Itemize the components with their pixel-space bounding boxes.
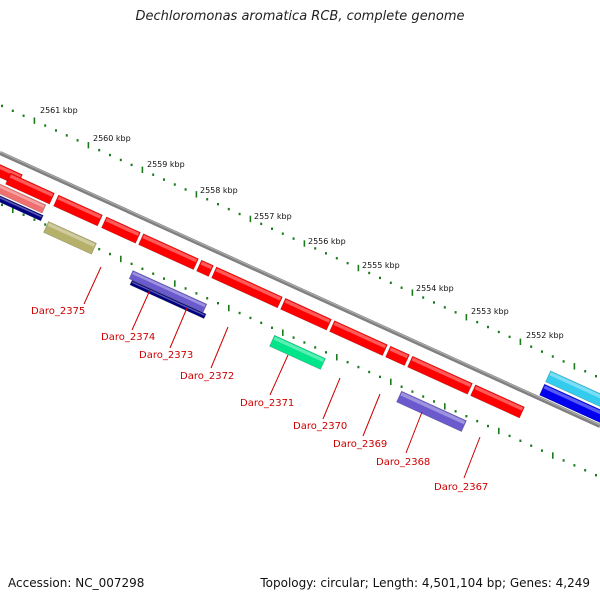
gene-block-highlight: [57, 196, 102, 219]
gene-block-highlight: [543, 385, 600, 424]
gene-block-highlight: [400, 392, 466, 425]
genome-backbone: [0, 151, 600, 428]
genome-summary-text: Topology: circular; Length: 4,501,104 bp…: [260, 576, 590, 590]
gene-block-highlight: [474, 386, 524, 411]
inner-tick-row: [1, 203, 597, 477]
gene-block: [539, 383, 600, 431]
gene-block: [470, 384, 525, 419]
kbp-label: 2554 kbp: [416, 284, 454, 293]
map-title: Dechloromonas aromatica RCB, complete ge…: [135, 9, 465, 24]
gene-label: Daro_2368: [376, 457, 430, 468]
gene-block-highlight: [47, 222, 96, 247]
kbp-label: 2556 kbp: [308, 237, 346, 246]
gene-block: [5, 172, 55, 205]
gene-block: [101, 216, 141, 244]
gene-block-highlight: [9, 174, 54, 197]
label-line: [269, 354, 289, 396]
gene-block-highlight: [0, 162, 22, 179]
label-line: [210, 326, 229, 369]
gene-block: [280, 297, 332, 331]
gene-block: [196, 259, 214, 277]
kbp-label: 2559 kbp: [147, 160, 185, 169]
label-line: [322, 377, 341, 420]
gene-block-highlight: [215, 268, 282, 301]
kbp-label: 2557 kbp: [254, 212, 292, 221]
gene-block-highlight: [389, 347, 409, 359]
gene-block-highlight: [284, 299, 331, 323]
gene-block-highlight: [411, 357, 472, 387]
gene-label-lines: [83, 266, 481, 479]
gene-block: [53, 194, 103, 227]
gene-label: Daro_2369: [333, 439, 387, 450]
gene-label: Daro_2371: [240, 398, 294, 409]
label-line: [405, 411, 423, 454]
gene-block: [407, 355, 473, 395]
outer-tick-row: [1, 104, 597, 378]
gene-block: [138, 233, 199, 271]
label-line: [131, 289, 151, 331]
kbp-label: 2561 kbp: [40, 106, 78, 115]
gene-block: [128, 270, 208, 313]
gene-block: [0, 191, 44, 222]
gene-block: [396, 390, 467, 432]
kbp-label: 2560 kbp: [93, 134, 131, 143]
gene-block-highlight: [0, 193, 42, 218]
gene-block: [269, 334, 326, 370]
gene-block: [211, 266, 283, 309]
genome-backbone-highlight: [0, 151, 600, 426]
gene-block: [0, 179, 47, 214]
gene-label: Daro_2367: [434, 482, 488, 493]
kbp-label: 2555 kbp: [362, 261, 400, 270]
gene-block-highlight: [105, 218, 140, 236]
kbp-label: 2552 kbp: [526, 331, 564, 340]
label-line: [362, 393, 381, 437]
gene-features: [0, 160, 600, 432]
gene-label: Daro_2372: [180, 371, 234, 382]
kbp-label: 2558 kbp: [200, 186, 238, 195]
gene-label: Daro_2375: [31, 306, 85, 317]
label-line: [83, 266, 102, 305]
label-line: [169, 307, 188, 349]
gene-block-highlight: [273, 336, 325, 363]
gene-block-highlight: [549, 372, 600, 408]
gene-block: [43, 221, 97, 255]
gene-label: Daro_2373: [139, 350, 193, 361]
gene-block-highlight: [0, 181, 45, 208]
label-line: [463, 436, 481, 479]
gene-block-highlight: [333, 321, 387, 349]
gene-block-highlight: [132, 271, 206, 307]
gene-block: [385, 345, 410, 367]
kbp-label: 2553 kbp: [471, 307, 509, 316]
gene-block: [329, 320, 388, 357]
gene-block-highlight: [200, 261, 213, 270]
gene-block: [545, 370, 600, 415]
accession-text: Accession: NC_007298: [8, 576, 145, 590]
gene-label: Daro_2374: [101, 332, 155, 343]
gene-block-highlight: [142, 235, 198, 263]
gene-label: Daro_2370: [293, 421, 347, 432]
